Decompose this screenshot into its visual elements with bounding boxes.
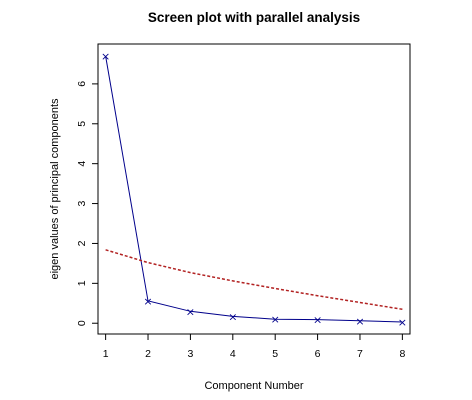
series-0-point-1: ×: [143, 295, 152, 308]
series-0-point-6: ×: [355, 315, 364, 328]
x-tick-label-7: 8: [399, 348, 405, 360]
series-1-line: [105, 249, 403, 311]
y-tick-label-3: 3: [76, 200, 88, 206]
series-0-point-7: ×: [398, 316, 407, 329]
plot-frame: [97, 43, 411, 335]
y-axis-label: eigen values of principal components: [49, 98, 61, 280]
series-0-point-2: ×: [186, 305, 195, 318]
y-axis: 0 1 2 3 4 5 6: [76, 81, 99, 326]
series-layer: × × × × × × × ×: [101, 50, 407, 329]
y-tick-label-5: 5: [76, 121, 88, 127]
x-tick-label-6: 7: [357, 348, 363, 360]
x-axis: 1 2 3 4 5 6 7 8: [103, 333, 405, 360]
series-0-point-5: ×: [313, 314, 322, 327]
x-axis-label: Component Number: [204, 380, 303, 392]
chart-title: Screen plot with parallel analysis: [148, 10, 360, 25]
y-tick-label-6: 6: [76, 81, 88, 87]
x-tick-label-2: 3: [187, 348, 193, 360]
series-0-point-3: ×: [228, 310, 237, 323]
x-tick-label-3: 4: [230, 348, 236, 360]
y-tick-label-0: 0: [76, 320, 88, 326]
y-tick-label-4: 4: [76, 161, 88, 167]
x-tick-label-0: 1: [103, 348, 109, 360]
x-tick-label-4: 5: [272, 348, 278, 360]
series-0-line: [105, 55, 403, 323]
x-tick-label-1: 2: [145, 348, 151, 360]
series-0-point-4: ×: [271, 313, 280, 326]
series-0-point-0: ×: [101, 50, 110, 63]
y-tick-label-1: 1: [76, 280, 88, 286]
y-tick-label-2: 2: [76, 240, 88, 246]
x-tick-label-5: 6: [315, 348, 321, 360]
